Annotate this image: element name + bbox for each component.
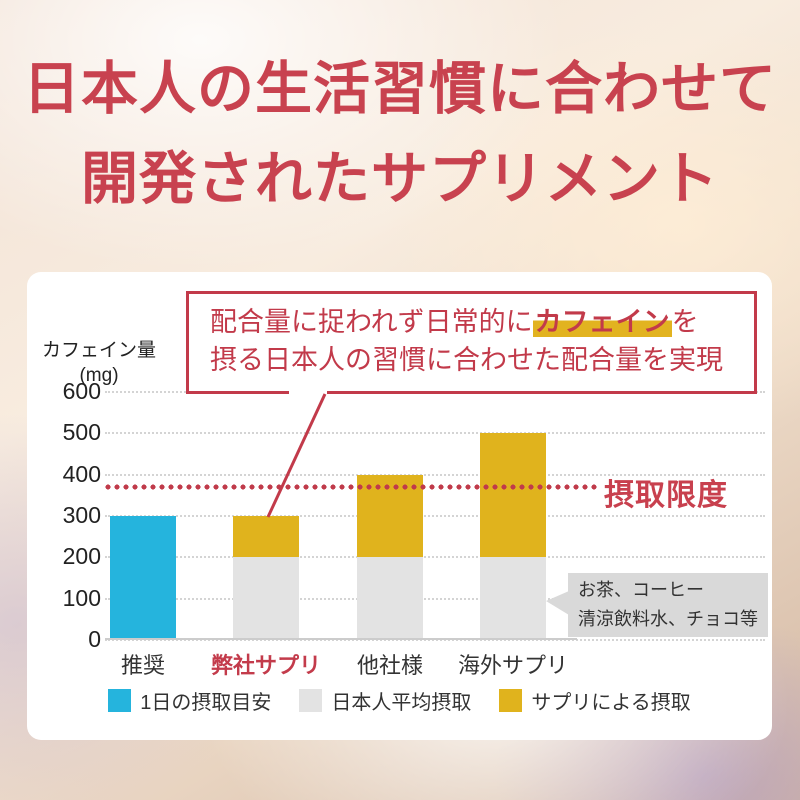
gridline-300 — [105, 515, 765, 517]
explainer-highlight: カフェイン — [532, 307, 672, 337]
y-tick-100: 100 — [62, 584, 101, 611]
bar-segment-海外サプリ-日本人平均摂取 — [480, 557, 546, 640]
intake-limit-line — [105, 484, 597, 491]
legend-swatch-icon — [108, 689, 132, 712]
category-label-海外サプリ: 海外サプリ — [457, 653, 568, 678]
y-axis-title: カフェイン量 (mg) — [27, 338, 171, 388]
y-tick-600: 600 — [62, 378, 101, 404]
gridline-100 — [105, 597, 765, 600]
y-tick-400: 400 — [62, 460, 101, 487]
gridline-200 — [105, 556, 765, 559]
chart-panel: カフェイン量 (mg) 600 500 400 300 200 100 0 推奨 弊社サプリ 他… — [27, 272, 772, 740]
category-label-他社様: 他社様 — [356, 653, 423, 678]
legend-label: 1日の摂取目安 — [140, 692, 272, 714]
legend-swatch-icon — [499, 689, 523, 712]
legend-item-1日の摂取目安: 1日の摂取目安 — [108, 686, 271, 715]
intake-limit-label: 摂取限度 — [604, 479, 728, 512]
legend-label: サプリによる摂取 — [531, 692, 691, 714]
bar-segment-推奨-1日の摂取目安 — [110, 516, 176, 640]
legend-swatch-icon — [299, 689, 323, 712]
x-axis-line — [105, 638, 577, 640]
y-tick-200: 200 — [62, 543, 101, 570]
sources-line-1: お茶、コーヒー — [578, 580, 704, 600]
gridline-500 — [105, 432, 765, 435]
bar-segment-他社様-日本人平均摂取 — [357, 557, 423, 640]
category-label-推奨: 推奨 — [120, 653, 165, 678]
y-tick-0: 0 — [88, 626, 101, 652]
y-axis-unit: (mg) — [79, 365, 119, 386]
legend-item-サプリによる摂取: サプリによる摂取 — [499, 686, 691, 715]
callout-notch-mask — [289, 389, 327, 398]
legend: 1日の摂取目安 日本人平均摂取 サプリによる摂取 — [27, 686, 772, 715]
explainer-text-pre: 配合量に捉われず日常的に — [210, 307, 533, 337]
explainer-text-post: を — [671, 307, 699, 337]
page-title: 日本人の生活習慣に合わせて 開発されたサプリメント — [0, 44, 800, 224]
sources-line-2: 清涼飲料水、チョコ等 — [578, 609, 758, 629]
bar-segment-海外サプリ-サプリによる摂取 — [480, 433, 546, 558]
gridline-0 — [105, 639, 765, 641]
left-arrow-icon — [546, 591, 569, 615]
explainer-line-2: 摂る日本人の習慣に合わせた配合量を実現 — [210, 345, 723, 375]
bar-segment-弊社サプリ-サプリによる摂取 — [233, 516, 299, 558]
legend-item-日本人平均摂取: 日本人平均摂取 — [299, 686, 471, 715]
gridline-400 — [105, 473, 765, 476]
bar-segment-弊社サプリ-日本人平均摂取 — [233, 557, 299, 640]
caffeine-sources-callout: お茶、コーヒー 清涼飲料水、チョコ等 — [546, 573, 768, 637]
y-axis-title-text: カフェイン量 — [41, 340, 156, 361]
title-line-1: 日本人の生活習慣に合わせて — [23, 57, 777, 121]
explainer-line-1: 配合量に捉われず日常的にカフェインを — [210, 303, 754, 341]
title-line-2: 開発されたサプリメント — [81, 147, 719, 211]
y-tick-300: 300 — [62, 502, 101, 528]
legend-label: 日本人平均摂取 — [331, 692, 472, 714]
explainer-callout: 配合量に捉われず日常的にカフェインを 摂る日本人の習慣に合わせた配合量を実現 — [186, 291, 757, 394]
y-tick-500: 500 — [62, 419, 101, 446]
category-label-弊社サプリ: 弊社サプリ — [210, 653, 321, 678]
